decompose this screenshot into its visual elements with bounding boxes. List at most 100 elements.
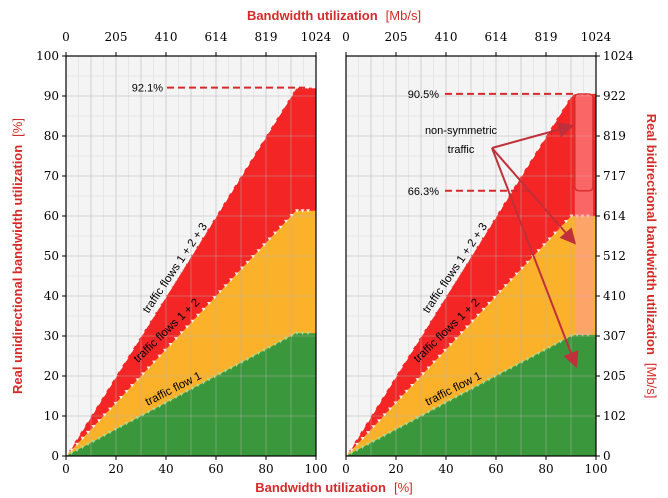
series-marker: [124, 390, 129, 394]
y-right-tick-label: 819: [603, 129, 626, 143]
annotation-label: 66.3%: [408, 186, 439, 198]
series-marker: [525, 357, 530, 361]
non-symmetric-label: traffic: [448, 144, 475, 156]
series-marker: [388, 407, 392, 411]
x-tick-label: 0: [62, 462, 70, 476]
series-marker: [262, 348, 266, 353]
y-right-tick-label: 614: [603, 209, 626, 223]
series-marker: [371, 439, 376, 444]
series-marker: [509, 366, 513, 370]
x-top-tick-label: 205: [105, 30, 128, 44]
series-marker: [80, 436, 85, 441]
series-marker: [355, 436, 359, 441]
series-marker: [196, 243, 200, 247]
series-marker: [415, 378, 420, 382]
series-marker: [349, 445, 354, 450]
series-marker: [201, 381, 206, 385]
series-marker: [448, 287, 453, 291]
series-marker: [465, 325, 469, 329]
series-marker: [91, 439, 96, 444]
series-marker: [410, 419, 414, 423]
annotation-arrow: [491, 147, 579, 369]
series-marker: [437, 404, 442, 408]
series-marker: [146, 322, 151, 326]
series-marker: [278, 111, 283, 115]
series-marker: [273, 231, 277, 235]
series-marker: [152, 360, 156, 364]
y-tick-label: 30: [44, 329, 59, 343]
series-marker: [113, 401, 118, 406]
series-marker: [141, 372, 145, 376]
series-marker: [503, 369, 508, 373]
series-marker: [251, 354, 255, 359]
y-right-tick-label: 922: [603, 89, 626, 103]
series-marker: [218, 208, 222, 212]
series-marker: [349, 448, 354, 452]
series-marker: [536, 249, 541, 253]
series-marker: [86, 430, 90, 435]
x-tick-label: 40: [158, 462, 173, 476]
x-tick-label: 80: [258, 462, 273, 476]
series-marker: [415, 416, 420, 420]
series-marker: [355, 442, 359, 447]
series-marker: [481, 234, 486, 238]
series-marker: [498, 290, 502, 294]
x-tick-label: 80: [538, 462, 553, 476]
series-marker: [119, 366, 123, 370]
series-marker: [542, 243, 546, 247]
series-marker: [168, 287, 173, 291]
y-tick-label: 90: [44, 89, 59, 103]
series-marker: [454, 395, 458, 399]
series-marker: [498, 208, 502, 212]
series-marker: [525, 260, 530, 265]
series-marker: [514, 181, 519, 185]
y-tick-label: 80: [44, 129, 59, 143]
series-marker: [426, 322, 431, 326]
series-marker: [377, 401, 381, 406]
series-marker: [415, 340, 420, 344]
series-marker: [251, 155, 255, 159]
series-marker: [470, 386, 475, 391]
series-marker: [273, 342, 277, 347]
y-tick-label: 0: [51, 449, 59, 463]
x-top-tick-label: 1024: [301, 30, 332, 44]
series-marker: [185, 325, 189, 329]
series-marker: [366, 431, 370, 435]
y-right-tick-label: 307: [603, 329, 626, 343]
series-marker: [91, 410, 96, 414]
series-marker: [300, 331, 305, 335]
series-marker: [382, 413, 387, 417]
series-marker: [234, 363, 239, 367]
series-marker: [157, 304, 162, 309]
series-marker: [179, 392, 184, 397]
series-marker: [234, 181, 239, 185]
series-marker: [426, 410, 431, 414]
series-marker: [256, 249, 261, 253]
series-marker: [553, 343, 557, 347]
series-marker: [267, 237, 272, 241]
series-marker: [399, 425, 403, 429]
series-marker: [542, 348, 546, 353]
series-marker: [558, 340, 563, 344]
series-marker: [97, 436, 101, 441]
y-tick-label: 70: [44, 169, 59, 183]
series-marker: [371, 425, 376, 429]
series-marker: [218, 290, 222, 294]
x-top-tick-label: 614: [205, 30, 228, 44]
series-marker: [256, 351, 261, 356]
series-marker: [360, 436, 365, 441]
series-marker: [80, 428, 85, 432]
series-marker: [459, 392, 464, 397]
series-marker: [476, 313, 480, 318]
series-marker: [459, 331, 464, 335]
series-marker: [300, 209, 305, 213]
series-marker: [306, 86, 310, 90]
series-marker: [130, 384, 134, 388]
y-right-tick-label: 0: [603, 449, 611, 463]
y-right-tick-label: 205: [603, 369, 626, 383]
series-marker: [223, 199, 228, 203]
x-tick-label: 100: [305, 462, 328, 476]
y-right-tick-label: 1024: [603, 49, 634, 63]
series-marker: [185, 260, 189, 265]
series-marker: [393, 401, 398, 405]
